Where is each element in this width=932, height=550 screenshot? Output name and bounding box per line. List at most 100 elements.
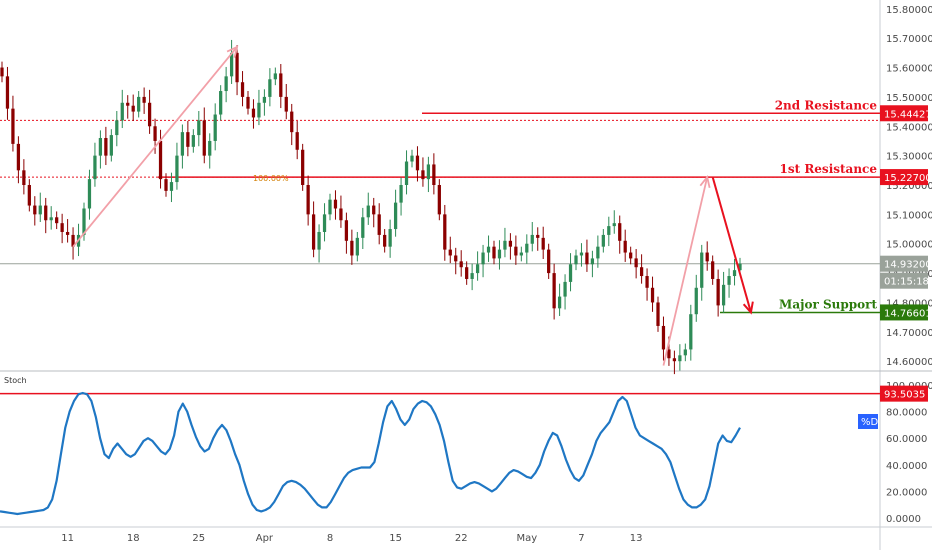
candle-body — [38, 205, 42, 215]
candle-body — [629, 252, 633, 259]
candle-body — [82, 208, 86, 235]
price-tick-label: 15.80000 — [886, 5, 932, 16]
candle-body — [257, 102, 261, 118]
candle-body — [246, 96, 250, 109]
candle-body — [268, 79, 272, 97]
candle-body — [0, 67, 4, 77]
candle-body — [180, 132, 185, 156]
candle-body — [426, 164, 431, 180]
candle-body — [557, 296, 562, 309]
projection-up-arrow — [662, 176, 709, 366]
candle-body — [732, 270, 737, 277]
candle-body — [126, 102, 130, 106]
candle-body — [366, 205, 370, 218]
price-tick-label: 15.70000 — [886, 34, 932, 45]
candle-body — [328, 199, 332, 215]
candle-body — [475, 264, 480, 274]
time-tick-label: 18 — [127, 533, 140, 544]
candle-body — [459, 261, 463, 268]
candle-body — [339, 208, 343, 221]
candle-body — [448, 249, 452, 256]
time-tick-label: 25 — [192, 533, 205, 544]
candle-body — [552, 273, 556, 309]
candle-body — [213, 114, 217, 141]
stoch-tick-label: 40.0000 — [886, 461, 927, 472]
candle-body — [656, 302, 660, 326]
stoch-tick-label: 20.0000 — [886, 487, 927, 498]
candle-body — [55, 217, 59, 224]
candle-body — [317, 231, 321, 250]
candle-body — [322, 214, 327, 232]
candle-body — [344, 220, 349, 241]
candle-body — [87, 179, 92, 209]
stoch-level-badge-text: 93.5035 — [884, 390, 925, 401]
price-tick-label: 15.20000 — [886, 181, 932, 192]
candle-body — [355, 237, 359, 256]
candle-body — [672, 358, 677, 362]
candle-body — [530, 234, 534, 244]
candle-body — [229, 52, 234, 77]
candle-body — [164, 179, 168, 191]
candle-body — [579, 252, 584, 256]
candle-body — [667, 349, 671, 359]
countdown-badge-text: 01:15:18 — [884, 277, 929, 288]
candle-body — [574, 255, 578, 265]
time-axis: 11 18 25 Apr 8 15 22 May 7 13 — [61, 533, 642, 544]
candle-body — [399, 185, 403, 203]
candle-body — [503, 240, 507, 250]
candle-body — [404, 161, 409, 185]
stoch-title: Stoch — [4, 376, 27, 385]
candle-body — [208, 140, 212, 156]
time-tick-label: 13 — [630, 533, 643, 544]
candle-body — [153, 126, 157, 141]
impulse-up-arrow — [72, 46, 238, 248]
candle-body — [295, 132, 299, 150]
candle-body — [350, 240, 354, 256]
candle-body — [186, 132, 190, 147]
level-name-label: 2nd Resistance — [775, 98, 878, 112]
time-tick-label: 15 — [389, 533, 402, 544]
candle-body — [22, 170, 26, 185]
level-badge-text: 15.44427 — [884, 109, 932, 120]
candle-body — [454, 255, 458, 262]
axis-badges: 15.44427 15.22700 14.76601 14.93200 01:15:18… — [858, 105, 932, 429]
candle-body — [590, 258, 595, 265]
candle-body — [306, 185, 310, 215]
candle-body — [563, 281, 567, 297]
price-tick-label: 15.10000 — [886, 210, 932, 221]
candle-body — [137, 96, 141, 112]
stochastic-panel: Stoch — [0, 376, 880, 516]
candle-body — [541, 237, 545, 250]
candle-body — [197, 120, 201, 136]
candle-body — [421, 170, 425, 180]
candle-body — [393, 202, 398, 230]
price-tick-label: 15.50000 — [886, 93, 932, 104]
candle-body — [65, 231, 70, 235]
candle-body — [284, 96, 288, 112]
candle-body — [547, 249, 551, 274]
candle-body — [601, 234, 605, 247]
candle-body — [202, 120, 206, 156]
candle-body — [711, 261, 715, 279]
projection-arrows — [72, 45, 754, 366]
level-name-label: 1st Resistance — [780, 162, 878, 176]
price-tick-label: 14.60000 — [886, 357, 932, 368]
time-tick-label: 22 — [455, 533, 468, 544]
candle-body — [443, 214, 447, 250]
price-tick-label: 15.30000 — [886, 152, 932, 163]
projection-down-arrow-head — [742, 301, 754, 315]
candle-body — [109, 135, 113, 156]
candle-body — [191, 135, 195, 147]
stoch-d-line — [0, 391, 741, 516]
candle-body — [49, 217, 53, 221]
time-tick-label: Apr — [256, 533, 274, 544]
candle-body — [437, 185, 441, 215]
candle-body — [678, 355, 682, 362]
candle-body — [525, 243, 529, 253]
candle-body — [612, 223, 616, 227]
candle-body — [486, 246, 491, 253]
candle-body — [689, 314, 693, 350]
stoch-tick-label: 0.0000 — [886, 514, 921, 525]
candle-body — [383, 234, 387, 247]
